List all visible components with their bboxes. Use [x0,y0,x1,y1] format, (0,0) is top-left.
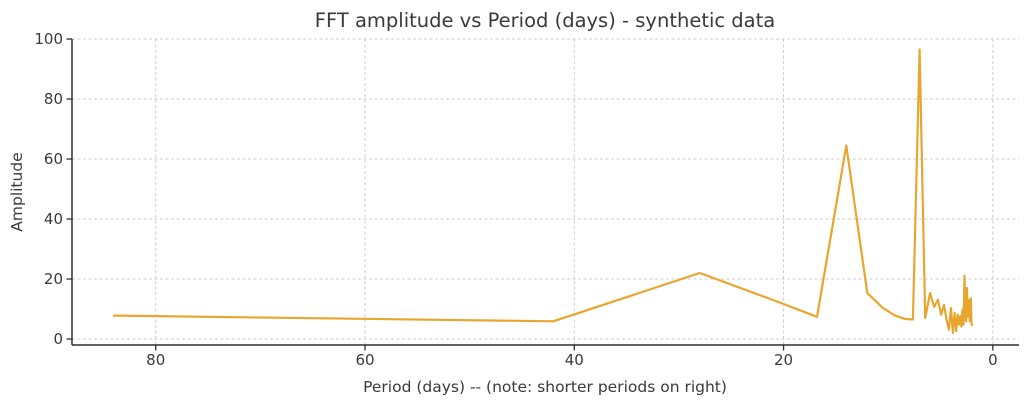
y-axis-label: Amplitude [8,152,26,231]
x-tick-label: 60 [355,351,374,369]
x-tick-label: 20 [774,351,793,369]
fft-amplitude-line [112,48,973,335]
y-tick-label: 60 [44,150,63,168]
y-tick-label: 0 [53,330,63,348]
x-tick-label: 40 [565,351,584,369]
x-tick-label: 80 [146,351,165,369]
y-tick-label: 100 [34,30,63,48]
tick-marks [66,38,994,351]
y-tick-label: 20 [44,270,63,288]
x-tick-label: 0 [988,351,998,369]
y-tick-label: 80 [44,90,63,108]
gridlines [72,38,1019,345]
x-axis-label: Period (days) -- (note: shorter periods … [363,378,727,396]
y-tick-label: 40 [44,210,63,228]
tick-labels: 80 60 40 20 0 0 20 40 60 80 100 [34,30,997,369]
chart-title: FFT amplitude vs Period (days) - synthet… [315,9,775,32]
axes-spines [71,39,1019,346]
